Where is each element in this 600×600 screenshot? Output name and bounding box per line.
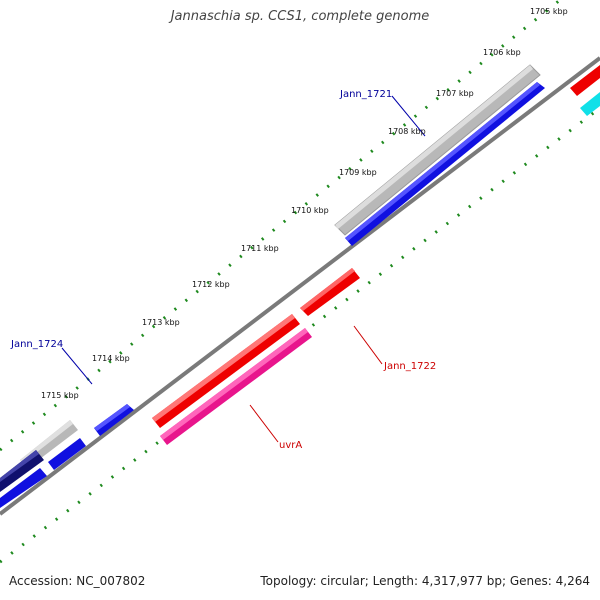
tick-1707: 1707 kbp (436, 89, 474, 98)
tick-1710: 1710 kbp (291, 206, 329, 215)
accession-text: Accession: NC_007802 (9, 574, 146, 588)
leader-jann-1721 (391, 95, 426, 137)
outer-tick-track (0, 0, 561, 452)
gene-uvra[interactable] (160, 328, 312, 445)
tick-1706: 1706 kbp (483, 48, 521, 57)
gene-cyan-forward[interactable] (580, 92, 600, 116)
tick-1705: 1705 kbp (530, 7, 568, 16)
gene-blue-left-3[interactable] (0, 468, 47, 508)
gene-navy-left[interactable] (0, 450, 44, 492)
gene-red-large[interactable] (152, 314, 300, 428)
leader-jann-1722 (353, 325, 383, 365)
leader-jann-1724 (61, 347, 93, 385)
gene-blue-left-2[interactable] (48, 438, 86, 470)
gene-blue-forward-1[interactable] (345, 82, 545, 246)
genome-backbone (0, 56, 600, 516)
tick-1708: 1708 kbp (388, 127, 426, 136)
leader-uvra (249, 404, 279, 443)
genome-summary-text: Topology: circular; Length: 4,317,977 bp… (260, 574, 590, 588)
map-title: Jannaschia sp. CCS1, complete genome (170, 9, 430, 24)
gene-blue-left-1[interactable] (94, 404, 134, 436)
tick-1709: 1709 kbp (339, 168, 377, 177)
label-jann-1722[interactable]: Jann_1722 (383, 361, 436, 372)
tick-1714: 1714 kbp (92, 354, 130, 363)
gene-jann-1722[interactable] (300, 268, 360, 316)
tick-1711: 1711 kbp (241, 244, 279, 253)
gene-jann-1721[interactable] (334, 64, 541, 236)
tick-1712: 1712 kbp (192, 280, 230, 289)
label-jann-1724[interactable]: Jann_1724 (10, 339, 63, 350)
tick-1713: 1713 kbp (142, 318, 180, 327)
gene-red-forward-1[interactable] (570, 65, 600, 96)
label-uvra[interactable]: uvrA (279, 440, 302, 451)
tick-1715: 1715 kbp (41, 391, 79, 400)
label-jann-1721[interactable]: Jann_1721 (339, 89, 392, 100)
